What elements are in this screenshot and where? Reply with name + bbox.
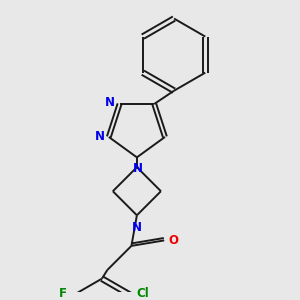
- Text: N: N: [132, 221, 142, 234]
- Text: Cl: Cl: [137, 287, 150, 300]
- Text: F: F: [59, 287, 67, 300]
- Text: N: N: [94, 130, 104, 143]
- Text: N: N: [133, 162, 143, 175]
- Text: O: O: [169, 234, 178, 247]
- Text: N: N: [105, 96, 115, 110]
